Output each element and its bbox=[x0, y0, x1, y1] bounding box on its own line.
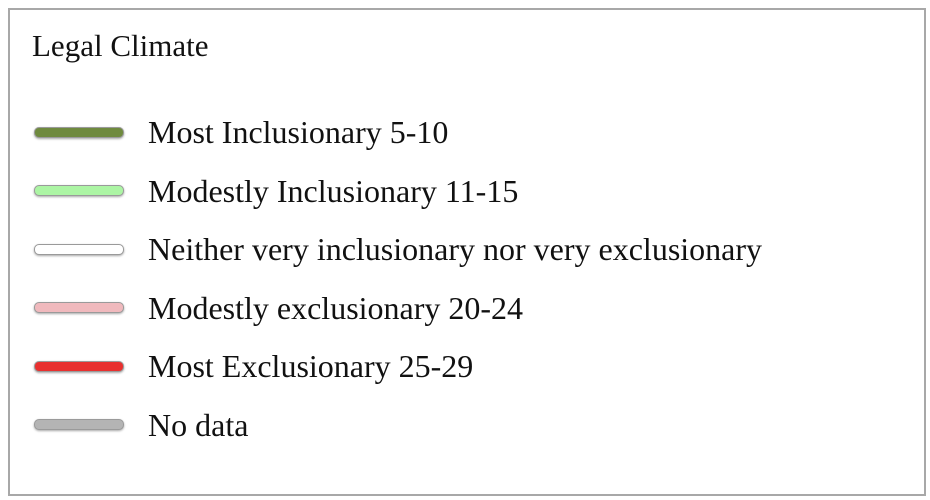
legend-swatch bbox=[34, 243, 124, 255]
legend-label: No data bbox=[148, 406, 249, 443]
legend-label: Modestly Inclusionary 11-15 bbox=[148, 172, 519, 209]
legend-item: Modestly exclusionary 20-24 bbox=[34, 288, 523, 328]
legend-swatch bbox=[34, 419, 124, 430]
legend-item: No data bbox=[34, 405, 248, 445]
legend-swatch bbox=[34, 126, 124, 138]
legend-title: Legal Climate bbox=[32, 28, 209, 63]
legend-label: Most Exclusionary 25-29 bbox=[148, 348, 474, 384]
legend-item: Modestly Inclusionary 11-15 bbox=[34, 171, 518, 211]
legend-label: Neither very inclusionary nor very exclu… bbox=[148, 231, 763, 267]
legend-item: Neither very inclusionary nor very exclu… bbox=[34, 229, 762, 269]
legend-box: Legal Climate Most Inclusionary 5-10 Mode… bbox=[8, 8, 926, 496]
legend-swatch bbox=[34, 302, 124, 313]
legend-label: Modestly exclusionary 20-24 bbox=[148, 289, 524, 326]
legend-swatch bbox=[34, 360, 124, 372]
legend-swatch bbox=[34, 185, 124, 196]
legend-item: Most Exclusionary 25-29 bbox=[34, 346, 473, 386]
legend-item: Most Inclusionary 5-10 bbox=[34, 112, 448, 152]
legend-label: Most Inclusionary 5-10 bbox=[148, 114, 449, 150]
